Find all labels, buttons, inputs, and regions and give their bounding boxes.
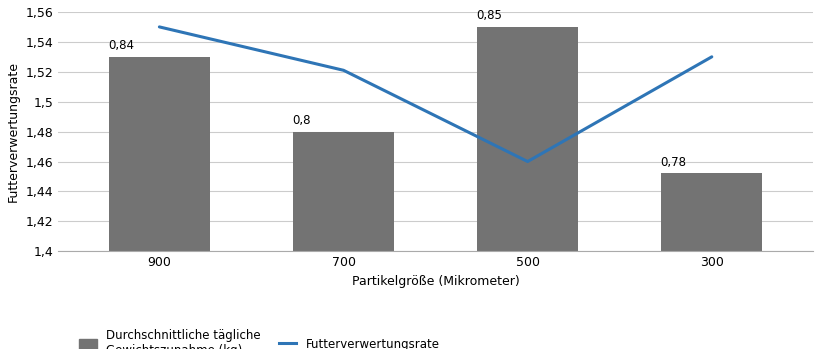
Bar <box>292 132 394 251</box>
Bar <box>109 57 210 251</box>
X-axis label: Partikelgröße (Mikrometer): Partikelgröße (Mikrometer) <box>351 275 518 288</box>
Y-axis label: Futterverwertungsrate: Futterverwertungsrate <box>7 61 20 202</box>
Text: 0,8: 0,8 <box>292 114 310 127</box>
Text: 0,78: 0,78 <box>659 156 686 169</box>
Bar <box>477 27 577 251</box>
Text: 0,85: 0,85 <box>476 9 501 22</box>
Legend: Durchschnittliche tägliche
Gewichtszunahme (kg), Futterverwertungsrate: Durchschnittliche tägliche Gewichtszunah… <box>79 329 439 349</box>
Text: 0,84: 0,84 <box>107 39 133 52</box>
Bar <box>660 173 762 251</box>
